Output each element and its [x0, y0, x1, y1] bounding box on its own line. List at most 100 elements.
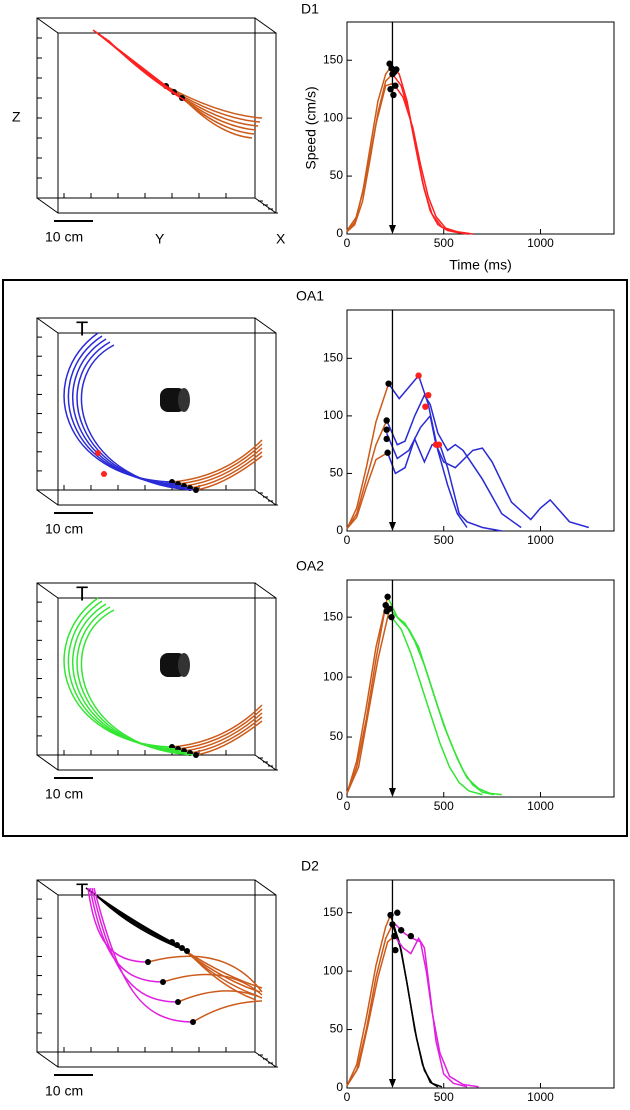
- speed-curve: [346, 383, 390, 530]
- speed-curve: [346, 935, 395, 1087]
- trajectory: [80, 609, 197, 756]
- trajectory: [183, 712, 263, 752]
- x-tick-label: 0: [344, 236, 351, 250]
- y-tick-label: 100: [323, 110, 343, 124]
- peak-dot: [392, 82, 399, 89]
- x-tick-label: 1000: [527, 236, 554, 250]
- trajectory: [177, 990, 263, 1003]
- x-tick-label: 1000: [527, 1090, 554, 1104]
- trajectory: [165, 85, 263, 119]
- y-tick-label: 50: [330, 729, 344, 743]
- peak-dot: [388, 613, 395, 621]
- event-arrow: [388, 225, 396, 234]
- target-label: T: [76, 583, 88, 605]
- box-back: [36, 317, 256, 491]
- peak-dot: [407, 932, 415, 940]
- axis-letter: Z: [12, 109, 21, 125]
- speed-curve: [386, 393, 522, 529]
- trajectory: [80, 344, 197, 491]
- trajectory-dot: [190, 1019, 196, 1025]
- scale-label: 10 cm: [45, 521, 83, 537]
- box-front: [57, 894, 277, 1068]
- speed-curve: [391, 924, 443, 1088]
- speed-curve: [346, 82, 394, 231]
- y-tick-label: 50: [330, 466, 344, 480]
- trajectory-dot: [145, 959, 151, 965]
- box-front: [57, 332, 277, 506]
- x-tick-label: 0: [344, 533, 351, 547]
- trajectory-dot: [193, 487, 199, 493]
- trajectory: [185, 100, 253, 139]
- y-tick-label: 100: [323, 408, 343, 422]
- y-tick-label: 150: [323, 351, 343, 365]
- speed-curve: [387, 374, 468, 528]
- peak-dot: [383, 435, 390, 443]
- peak-dot: [385, 380, 392, 387]
- box-front: [57, 32, 277, 214]
- trajectory: [189, 451, 263, 489]
- obstacle-top: [178, 388, 190, 412]
- plot-frame: [346, 879, 615, 1089]
- peak-dot: [422, 403, 429, 410]
- x-tick-label: 1000: [527, 799, 554, 813]
- speed-curve: [346, 914, 392, 1087]
- chart-title: D2: [301, 858, 319, 874]
- box-back: [36, 879, 256, 1053]
- speed-curve: [386, 596, 495, 796]
- speed-curve: [346, 452, 388, 530]
- y-tick-label: 100: [323, 669, 343, 683]
- box-edge: [36, 582, 59, 599]
- trajectory: [192, 1000, 263, 1023]
- trajectory-dot: [175, 999, 181, 1005]
- speed-curve: [390, 616, 483, 796]
- trajectory: [91, 887, 179, 1003]
- x-tick-label: 0: [344, 1090, 351, 1104]
- y-tick-label: 50: [330, 1022, 344, 1036]
- trajectory: [76, 606, 191, 754]
- x-tick-label: 0: [344, 799, 351, 813]
- peak-dot: [384, 449, 391, 456]
- x-tick-label: 500: [434, 799, 454, 813]
- trajectory: [72, 603, 185, 752]
- y-tick-label: 0: [336, 789, 343, 803]
- plot-frame: [346, 309, 615, 532]
- speed-curve: [386, 414, 590, 529]
- y-tick-label: 150: [323, 52, 343, 66]
- scale-label: 10 cm: [45, 1083, 83, 1099]
- speed-curve: [390, 65, 460, 234]
- peak-dot: [393, 66, 400, 73]
- peak-dot: [392, 946, 399, 954]
- box-edge: [254, 17, 277, 34]
- trajectory-dot: [184, 948, 190, 954]
- peak-dot: [383, 607, 390, 615]
- peak-dot: [425, 391, 432, 399]
- trajectory-dot: [193, 752, 199, 758]
- x-tick-label: 500: [434, 236, 454, 250]
- box-edge: [36, 1051, 59, 1068]
- obstacle-top: [178, 653, 190, 677]
- trajectory: [171, 704, 263, 748]
- trajectory: [169, 88, 261, 123]
- axis-letter: X: [276, 231, 286, 247]
- box-edge: [36, 17, 59, 34]
- target-label: T: [76, 880, 88, 902]
- y-tick-label: 100: [323, 963, 343, 977]
- box-edge: [254, 317, 277, 334]
- y-axis-label: Speed (cm/s): [303, 86, 319, 169]
- trajectory: [195, 455, 263, 491]
- y-tick-label: 0: [336, 523, 343, 537]
- box-edge: [36, 879, 59, 896]
- event-arrow: [388, 1079, 396, 1088]
- peak-dot: [384, 593, 391, 600]
- trajectory: [162, 973, 263, 996]
- trajectory: [63, 332, 173, 483]
- box-back: [36, 17, 256, 199]
- peak-dot: [383, 426, 390, 433]
- trajectory: [183, 447, 263, 487]
- trajectory: [177, 443, 263, 485]
- target-label: T: [76, 318, 88, 340]
- speed-curve: [346, 596, 389, 794]
- trajectory: [72, 338, 185, 487]
- box-edge: [36, 489, 59, 506]
- trajectory: [186, 950, 257, 1001]
